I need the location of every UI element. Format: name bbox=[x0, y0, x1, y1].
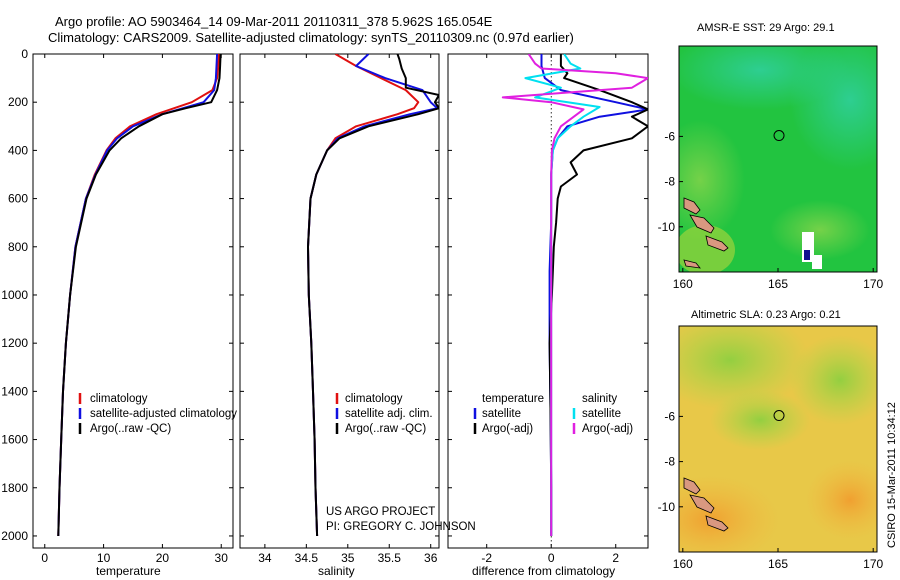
title-line-1: Argo profile: AO 5903464_14 09-Mar-2011 … bbox=[55, 14, 493, 29]
sst-map-field bbox=[679, 46, 877, 272]
difference-axes-box bbox=[447, 53, 649, 549]
x-tick-label: 35.5 bbox=[378, 551, 402, 565]
salinity-xlabel: salinity bbox=[318, 564, 355, 578]
y-tick-label: 2000 bbox=[1, 529, 28, 543]
credit-label: CSIRO 15-Mar-2011 10:34:12 bbox=[886, 402, 898, 548]
legend-argo: Argo(..raw -QC) bbox=[345, 423, 426, 435]
legend-satellite: satellite adj. clim. bbox=[345, 408, 433, 420]
y-tick-label: 600 bbox=[8, 192, 28, 206]
difference-legend: temperature satellite Argo(-adj) salinit… bbox=[473, 393, 633, 435]
y-tick-label: 1200 bbox=[1, 336, 28, 350]
legend-sal-argo: Argo(-adj) bbox=[582, 423, 633, 435]
legend-temp-satellite: satellite bbox=[482, 408, 521, 420]
argo-float-marker bbox=[773, 130, 785, 142]
difference-panel: -2 0 2 difference from climatology tempera… bbox=[447, 53, 649, 578]
x-tick-label: 30 bbox=[215, 551, 229, 565]
y-tick-label: 800 bbox=[8, 240, 28, 254]
sla-map-axes: 160 165 170 -6 -8 -10 bbox=[658, 409, 884, 571]
series-line-argo-raw-qc- bbox=[307, 54, 439, 537]
x-tick-label: 10 bbox=[97, 551, 111, 565]
map-y-tick-label: -8 bbox=[664, 175, 675, 189]
pi-label: PI: GREGORY C. JOHNSON bbox=[326, 521, 476, 533]
sst-map: AMSR-E SST: 29 Argo: 29.1 160 165 170 -6 -8 -… bbox=[658, 22, 884, 291]
legend-argo: Argo(..raw -QC) bbox=[90, 423, 171, 435]
legend-salinity-header: salinity bbox=[582, 393, 617, 405]
salinity-axes-box bbox=[239, 53, 440, 549]
y-tick-label: 1600 bbox=[1, 433, 28, 447]
legend-temperature-header: temperature bbox=[482, 393, 544, 405]
legend-sal-satellite: satellite bbox=[582, 408, 621, 420]
x-tick-label: 34 bbox=[258, 551, 272, 565]
map-x-tick-label: 160 bbox=[673, 277, 693, 291]
sla-map-title: Altimetric SLA: 0.23 Argo: 0.21 bbox=[691, 309, 841, 321]
x-tick-label: 34.5 bbox=[295, 551, 319, 565]
legend-climatology: climatology bbox=[345, 393, 403, 405]
x-tick-label: -2 bbox=[481, 551, 492, 565]
difference-lines bbox=[501, 54, 648, 536]
x-tick-label: 36 bbox=[424, 551, 438, 565]
project-label: US ARGO PROJECT bbox=[326, 506, 435, 518]
legend-temp-argo: Argo(-adj) bbox=[482, 423, 533, 435]
x-tick-label: 0 bbox=[548, 551, 555, 565]
x-tick-label: 20 bbox=[156, 551, 170, 565]
legend-satellite: satellite-adjusted climatology bbox=[90, 408, 237, 420]
map-x-tick-label: 165 bbox=[768, 557, 788, 571]
salinity-legend: climatology satellite adj. clim. Argo(..… bbox=[335, 393, 433, 435]
map-x-tick-label: 170 bbox=[863, 277, 883, 291]
map-x-tick-label: 165 bbox=[768, 277, 788, 291]
sst-map-title: AMSR-E SST: 29 Argo: 29.1 bbox=[697, 22, 835, 34]
series-line-argo-raw-qc- bbox=[57, 54, 222, 537]
map-y-tick-label: -10 bbox=[658, 500, 676, 514]
sst-map-axes: 160 165 170 -6 -8 -10 bbox=[658, 129, 884, 291]
temperature-xlabel: temperature bbox=[96, 564, 161, 578]
legend-climatology: climatology bbox=[90, 393, 148, 405]
salinity-lines bbox=[307, 54, 439, 537]
argo-float-marker bbox=[773, 410, 785, 422]
map-y-tick-label: -6 bbox=[664, 409, 675, 423]
series-line-temperature-argo-adj- bbox=[548, 54, 648, 536]
y-tick-label: 400 bbox=[8, 143, 28, 157]
title-line-2: Climatology: CARS2009. Satellite-adjuste… bbox=[48, 30, 574, 45]
sla-map: Altimetric SLA: 0.23 Argo: 0.21 160 165 17… bbox=[658, 309, 884, 571]
map-x-tick-label: 170 bbox=[863, 557, 883, 571]
x-tick-label: 35 bbox=[341, 551, 355, 565]
series-line-salinity-argo-adj- bbox=[501, 54, 648, 536]
depth-axis: 0 200 400 600 800 1000 1200 1400 1600 1800 2000 bbox=[1, 47, 648, 543]
y-tick-label: 200 bbox=[8, 95, 28, 109]
temperature-lines bbox=[57, 54, 222, 537]
y-tick-label: 1800 bbox=[1, 481, 28, 495]
map-y-tick-label: -6 bbox=[664, 129, 675, 143]
difference-x-axis: -2 0 2 bbox=[481, 54, 619, 565]
y-tick-label: 0 bbox=[21, 47, 28, 61]
y-tick-label: 1400 bbox=[1, 384, 28, 398]
salinity-x-axis: 34 34.5 35 35.5 36 bbox=[258, 54, 438, 565]
x-tick-label: 2 bbox=[612, 551, 619, 565]
temperature-legend: climatology satellite-adjusted climatolo… bbox=[78, 393, 237, 435]
map-x-tick-label: 160 bbox=[673, 557, 693, 571]
map-y-tick-label: -10 bbox=[658, 220, 676, 234]
map-y-tick-label: -8 bbox=[664, 455, 675, 469]
x-tick-label: 0 bbox=[41, 551, 48, 565]
sla-map-field bbox=[679, 326, 877, 552]
temperature-axes-box bbox=[32, 53, 234, 549]
series-line-temperature-satellite bbox=[540, 54, 648, 536]
salinity-panel: 34 34.5 35 35.5 36 salinity climatology sate… bbox=[239, 53, 476, 578]
y-tick-label: 1000 bbox=[1, 288, 28, 302]
difference-xlabel: difference from climatology bbox=[472, 564, 615, 578]
temperature-x-axis: 0 10 20 30 bbox=[41, 54, 228, 565]
